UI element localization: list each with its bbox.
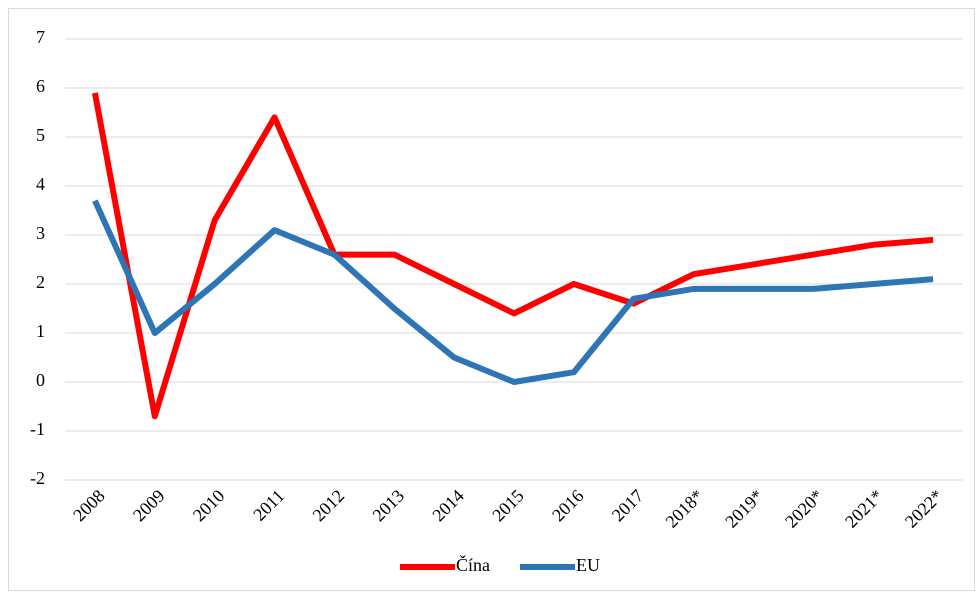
y-tick-label: 2 [36, 272, 45, 292]
legend-label: EU [576, 555, 600, 575]
y-tick-label: -2 [30, 468, 45, 488]
series-line [92, 199, 934, 385]
y-tick-label: 0 [36, 370, 45, 390]
y-tick-label: 5 [36, 125, 45, 145]
y-tick-label: 6 [36, 76, 45, 96]
y-tick-label: 4 [36, 174, 45, 194]
y-tick-label: 3 [36, 223, 45, 243]
series-line [91, 92, 934, 420]
y-tick-label: -1 [30, 419, 45, 439]
y-tick-label: 7 [36, 27, 45, 47]
y-tick-label: 1 [36, 321, 45, 341]
legend-label: Čína [456, 554, 490, 575]
